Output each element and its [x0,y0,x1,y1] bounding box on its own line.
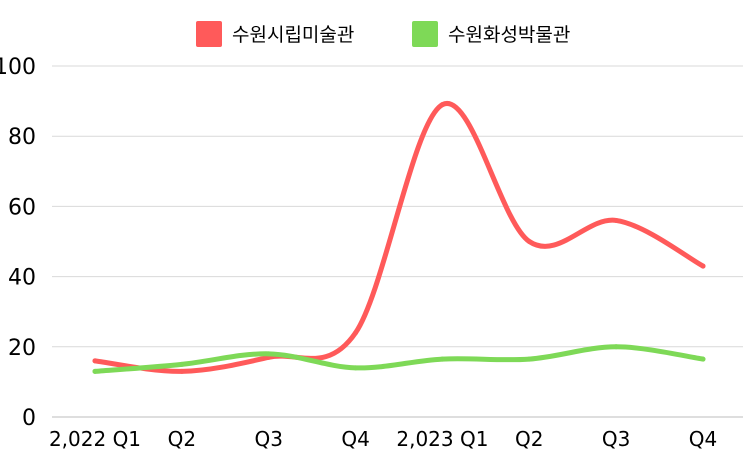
data-point-series-2 [526,356,532,362]
series-lines [92,101,706,374]
legend-label-series-2: 수원화성박물관 [448,24,570,46]
data-point-series-1 [92,358,98,364]
legend-swatch-series-1 [196,21,222,47]
y-tick-label: 0 [22,406,36,431]
data-point-series-1 [179,368,185,374]
legend: 수원시립미술관 수원화성박물관 [196,21,570,47]
y-tick-label: 60 [8,195,36,220]
data-point-series-2 [700,356,706,362]
x-tick-label: Q4 [341,427,369,451]
data-point-series-2 [439,356,445,362]
y-axis-ticks: 0 20 40 60 80 100 [0,55,36,431]
x-tick-label: 2,023 Q1 [396,427,488,451]
legend-swatch-series-2 [412,21,438,47]
x-tick-label: Q2 [168,427,196,451]
series-line-1 [92,101,706,374]
data-point-series-2 [179,361,185,367]
legend-label-series-1: 수원시립미술관 [232,24,354,46]
data-point-series-1 [700,263,706,269]
data-point-series-1 [526,239,532,244]
series-line-2 [92,344,706,374]
x-tick-label: 2,022 Q1 [49,427,141,451]
data-point-series-2 [92,368,98,374]
data-point-series-1 [613,217,619,223]
data-point-series-2 [353,365,359,371]
gridlines [52,65,743,418]
y-tick-label: 100 [0,55,36,80]
x-axis-ticks: 2,022 Q1 Q2 Q3 Q4 2,023 Q1 Q2 Q3 Q4 [49,427,717,451]
y-tick-label: 40 [8,266,36,291]
x-tick-label: Q3 [254,427,282,451]
data-point-series-1 [439,102,445,108]
data-point-series-1 [353,330,359,336]
x-tick-label: Q4 [689,427,717,451]
data-point-series-2 [266,351,272,357]
y-tick-label: 80 [8,125,36,150]
x-tick-label: Q3 [602,427,630,451]
data-point-series-2 [613,344,619,350]
x-tick-label: Q2 [515,427,543,451]
y-tick-label: 20 [8,336,36,361]
